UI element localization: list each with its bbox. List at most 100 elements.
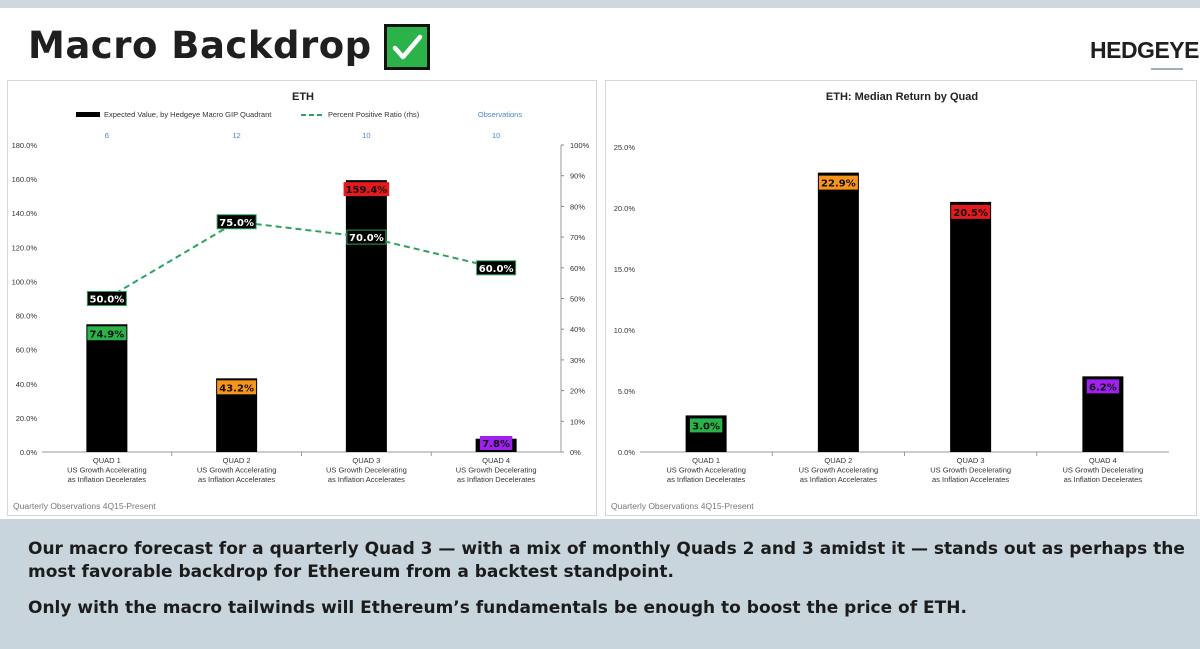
- green-checkbox-icon: [384, 24, 430, 70]
- y-tick-label: 20.0%: [16, 414, 38, 423]
- bar-data-label: 22.9%: [821, 179, 856, 190]
- x-tick-label: QUAD 2: [223, 456, 251, 465]
- bar-data-label: 43.2%: [219, 383, 254, 394]
- x-tick-label: as Inflation Accelerates: [198, 475, 275, 484]
- y-tick-label: 20.0%: [614, 204, 636, 213]
- y-tick-label: 160.0%: [12, 175, 38, 184]
- y2-tick-label: 100%: [570, 141, 590, 150]
- legend-bar-swatch: [76, 112, 100, 117]
- x-tick-label: QUAD 1: [692, 456, 720, 465]
- x-tick-label: US Growth Decelerating: [456, 466, 537, 475]
- commentary-band: [0, 519, 1200, 649]
- bar-data-label-box: [689, 418, 723, 433]
- line-data-label-box: [216, 214, 257, 230]
- y-tick-label: 15.0%: [614, 265, 636, 274]
- x-tick-label: US Growth Decelerating: [1062, 466, 1143, 475]
- x-tick-label: US Growth Decelerating: [326, 466, 407, 475]
- y2-tick-label: 30%: [570, 356, 585, 365]
- observation-count: 10: [492, 131, 500, 140]
- x-tick-label: QUAD 1: [93, 456, 121, 465]
- eth-median-return-chart-panel: ETH: Median Return by Quad 0.0% 5.0% 10.0% 1…: [605, 80, 1197, 516]
- bar-data-label-box: [818, 175, 858, 190]
- percent-positive-line: [106, 220, 497, 300]
- line-data-label: 75.0%: [219, 218, 254, 229]
- bar-159.4%: [345, 180, 387, 452]
- footnote: Quarterly Observations 4Q15-Present: [13, 501, 156, 511]
- bar-data-label: 20.5%: [953, 208, 988, 219]
- x-tick-label: as Inflation Accelerates: [800, 475, 877, 484]
- line-data-label-box: [86, 291, 127, 306]
- y-tick-label: 10.0%: [614, 326, 636, 335]
- line-data-label: 60.0%: [479, 264, 514, 275]
- bar-data-label: 74.9%: [90, 329, 125, 340]
- y2-tick-label: 20%: [570, 387, 585, 396]
- line-data-label-box: [346, 229, 387, 245]
- y-tick-label: 100.0%: [12, 277, 38, 286]
- x-tick-label: US Growth Accelerating: [67, 466, 147, 475]
- x-tick-label: QUAD 4: [1089, 456, 1117, 465]
- y2-tick-label: 50%: [570, 295, 585, 304]
- bar-data-label-box: [951, 204, 991, 219]
- y-tick-label: 0.0%: [618, 448, 635, 457]
- x-tick-label: US Growth Accelerating: [197, 466, 277, 475]
- observation-count: 12: [232, 131, 240, 140]
- x-tick-label: as Inflation Accelerates: [328, 475, 405, 484]
- y2-tick-label: 10%: [570, 417, 585, 426]
- y-tick-label: 140.0%: [12, 209, 38, 218]
- bar-22.9%: [817, 172, 859, 452]
- x-tick-label: QUAD 3: [352, 456, 380, 465]
- y2-tick-label: 60%: [570, 264, 585, 273]
- footnote: Quarterly Observations 4Q15-Present: [611, 501, 754, 511]
- x-tick-label: QUAD 2: [824, 456, 852, 465]
- x-tick-label: QUAD 3: [957, 456, 985, 465]
- y-tick-label: 40.0%: [16, 380, 38, 389]
- slide-title: Macro Backdrop =: [28, 24, 417, 67]
- brand-underline: [1151, 68, 1183, 70]
- x-tick-label: as Inflation Decelerates: [1064, 475, 1143, 484]
- bar-data-label-box: [343, 182, 390, 197]
- bar-data-label-box: [1086, 379, 1120, 394]
- commentary-paragraph-1: Our macro forecast for a quarterly Quad …: [28, 539, 1185, 582]
- y-tick-label: 5.0%: [618, 387, 635, 396]
- y-tick-label: 120.0%: [12, 243, 38, 252]
- y2-tick-label: 0%: [570, 448, 581, 457]
- y-tick-label: 180.0%: [12, 141, 38, 150]
- eth-median-return-chart: ETH: Median Return by Quad 0.0% 5.0% 10.0% 1…: [611, 91, 1169, 511]
- eth-expected-value-chart-panel: ETH Expected Value, by Hedgeye Macro GIP …: [7, 80, 597, 516]
- observations-label: Observations: [478, 110, 522, 119]
- line-data-label: 50.0%: [90, 295, 125, 306]
- bar-data-label-box: [87, 326, 127, 341]
- chart-title: ETH: Median Return by Quad: [826, 91, 978, 103]
- y-tick-label: 60.0%: [16, 346, 38, 355]
- x-tick-label: US Growth Decelerating: [930, 466, 1011, 475]
- chart-title: ETH: [292, 91, 314, 103]
- bar-data-label: 7.8%: [482, 439, 510, 450]
- y2-tick-label: 70%: [570, 233, 585, 242]
- legend-line-label: Percent Positive Ratio (rhs): [328, 110, 420, 119]
- bar-20.5%: [950, 201, 992, 452]
- x-tick-label: US Growth Accelerating: [799, 466, 879, 475]
- x-tick-label: as Inflation Decelerates: [457, 475, 536, 484]
- y-tick-label: 0.0%: [20, 448, 37, 457]
- bar-data-label: 159.4%: [346, 185, 388, 196]
- y2-tick-label: 40%: [570, 325, 585, 334]
- bar-data-label: 3.0%: [692, 421, 720, 432]
- bar-data-label-box: [217, 380, 257, 395]
- bar-data-label: 6.2%: [1089, 382, 1117, 393]
- line-data-label-box: [476, 260, 517, 276]
- observation-count: 10: [362, 131, 370, 140]
- top-strip: [0, 0, 1200, 8]
- y-tick-label: 80.0%: [16, 312, 38, 321]
- brand-logo: HEDGEYE: [1090, 37, 1199, 63]
- legend-bar-label: Expected Value, by Hedgeye Macro GIP Qua…: [104, 110, 272, 119]
- x-tick-label: as Inflation Accelerates: [932, 475, 1009, 484]
- commentary-paragraph-2: Only with the macro tailwinds will Ether…: [28, 598, 967, 618]
- y2-tick-label: 80%: [570, 202, 585, 211]
- observation-count: 6: [105, 131, 109, 140]
- y-tick-label: 25.0%: [614, 143, 636, 152]
- x-tick-label: US Growth Accelerating: [666, 466, 746, 475]
- line-data-label: 70.0%: [349, 233, 384, 244]
- eth-expected-value-chart: ETH Expected Value, by Hedgeye Macro GIP …: [12, 91, 590, 511]
- bar-data-label-box: [479, 436, 513, 450]
- y2-tick-label: 90%: [570, 172, 585, 181]
